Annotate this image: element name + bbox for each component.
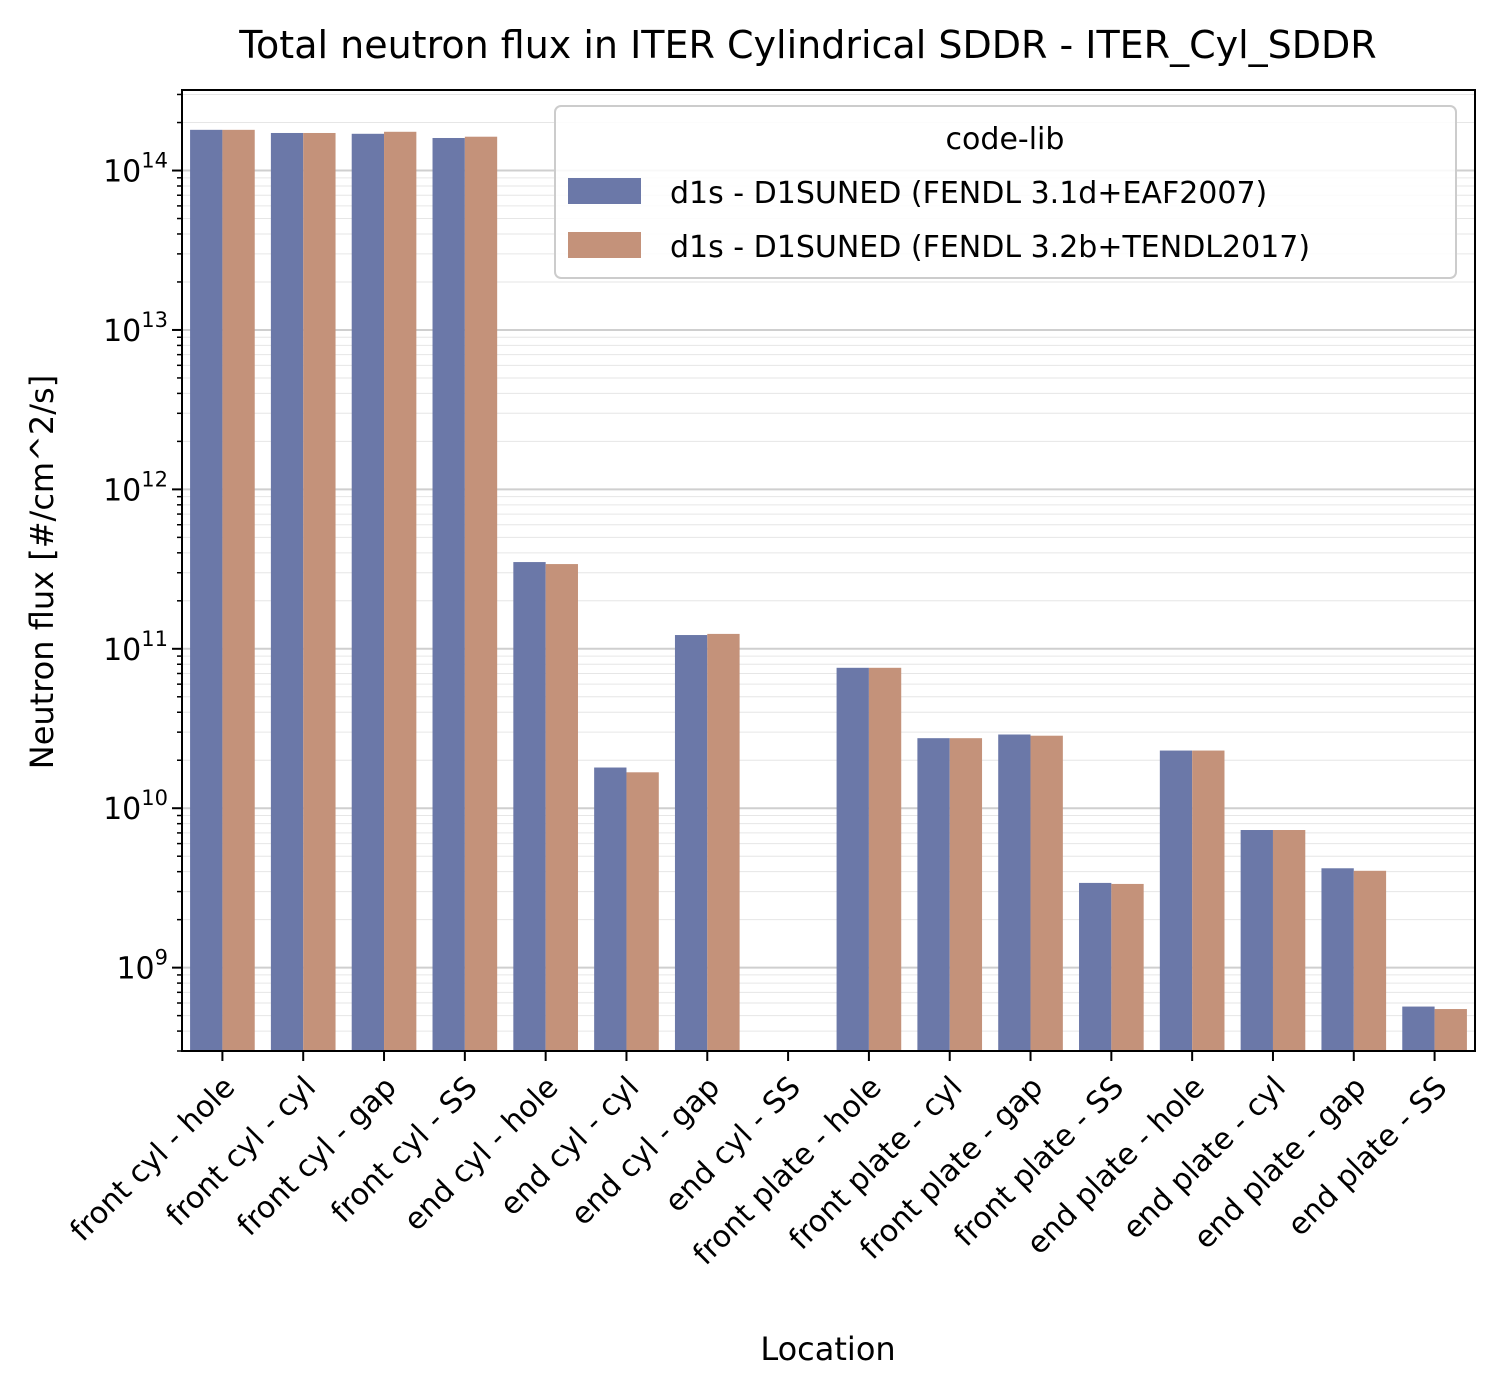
bar-series-1 <box>1321 868 1354 1051</box>
y-tick-base: 10 <box>103 473 141 508</box>
bar-series-1 <box>1402 1006 1435 1051</box>
y-tick-exponent: 13 <box>141 308 168 332</box>
y-tick-base: 10 <box>116 952 154 987</box>
y-tick-label: 1014 <box>103 149 168 190</box>
bar-series-2 <box>545 564 578 1051</box>
bar-series-2 <box>949 738 983 1051</box>
bar-series-1 <box>1159 750 1193 1051</box>
y-tick-base: 10 <box>103 792 141 827</box>
y-axis-label: Neutron flux [#/cm^2/s] <box>23 375 61 769</box>
bar-series-2 <box>222 129 255 1052</box>
y-tick-exponent: 9 <box>155 946 168 970</box>
bar-series-1 <box>917 738 950 1051</box>
bar-series-1 <box>351 133 385 1051</box>
bar-series-2 <box>1030 735 1063 1051</box>
y-tick-exponent: 10 <box>141 786 168 810</box>
bar-series-2 <box>626 772 659 1051</box>
legend-swatch-series-1 <box>568 178 641 204</box>
bar-series-2 <box>868 667 902 1051</box>
legend-title: code-lib <box>946 122 1065 157</box>
legend: code-lib d1s - D1SUNED (FENDL 3.1d+EAF20… <box>554 105 1457 279</box>
bar-series-1 <box>1240 830 1273 1051</box>
x-axis-label: Location <box>760 1330 895 1368</box>
bar-series-1 <box>513 562 546 1051</box>
bar-series-2 <box>1272 830 1306 1051</box>
y-tick-label: 1011 <box>103 627 168 668</box>
bar-series-2 <box>464 136 498 1051</box>
bar-series-2 <box>1111 883 1144 1051</box>
bar-series-2 <box>1353 870 1387 1051</box>
bar-series-1 <box>998 734 1031 1051</box>
bar-series-2 <box>1434 1009 1467 1051</box>
legend-entry-series-1: d1s - D1SUNED (FENDL 3.1d+EAF2007) <box>670 176 1267 211</box>
bar-series-1 <box>270 132 304 1051</box>
plot-frame <box>181 89 1476 1052</box>
legend-entry-series-2: d1s - D1SUNED (FENDL 3.2b+TENDL2017) <box>670 230 1310 265</box>
bar-series-2 <box>303 132 336 1051</box>
y-tick-label: 109 <box>116 946 168 987</box>
y-tick-label: 1013 <box>103 308 168 349</box>
bar-series-1 <box>1079 882 1112 1051</box>
bar-series-1 <box>190 129 223 1052</box>
bar-series-1 <box>674 635 708 1051</box>
bar-series-1 <box>836 667 869 1051</box>
y-tick-base: 10 <box>103 155 141 190</box>
y-tick-label: 1010 <box>103 786 168 827</box>
y-tick-exponent: 11 <box>141 627 168 651</box>
chart-title: Total neutron flux in ITER Cylindrical S… <box>238 23 1376 67</box>
bar-series-1 <box>594 767 627 1051</box>
legend-box <box>554 105 1457 279</box>
bar-series-2 <box>1192 750 1225 1051</box>
bar-series-2 <box>384 131 417 1052</box>
y-tick-label: 1012 <box>103 467 168 508</box>
y-tick-base: 10 <box>103 314 141 349</box>
y-tick-exponent: 14 <box>141 149 168 173</box>
y-tick-exponent: 12 <box>141 467 168 491</box>
bar-series-2 <box>707 633 740 1051</box>
legend-swatch-series-2 <box>568 232 641 258</box>
y-tick-base: 10 <box>103 633 141 668</box>
bars <box>190 129 1467 1052</box>
bar-series-1 <box>432 137 465 1051</box>
